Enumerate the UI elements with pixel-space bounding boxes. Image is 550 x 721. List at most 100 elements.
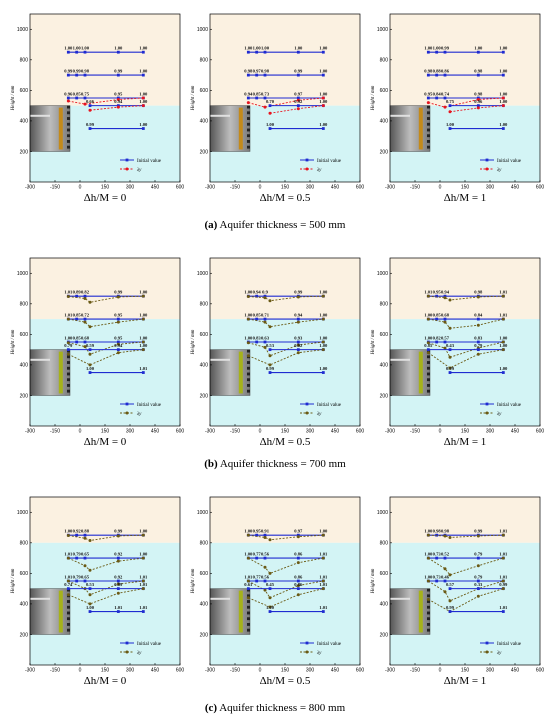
initial-point bbox=[116, 96, 120, 100]
data-label: 0.74 bbox=[64, 582, 73, 587]
wall-notch bbox=[427, 617, 430, 621]
data-label: 0.92 bbox=[294, 99, 303, 104]
data-label: 0.33 bbox=[474, 582, 483, 587]
lambda-line bbox=[428, 97, 504, 108]
initial-point bbox=[83, 340, 87, 344]
x-tick-label: 300 bbox=[486, 668, 495, 674]
initial-point bbox=[116, 73, 120, 77]
data-label: 1.00 bbox=[424, 552, 433, 557]
data-label: 1.00 bbox=[446, 122, 455, 127]
lambda-point bbox=[66, 352, 70, 356]
data-label: 0.86 bbox=[294, 552, 303, 557]
x-tick-label: 0 bbox=[259, 668, 262, 674]
wall-notch bbox=[67, 355, 70, 359]
legend-lambda-marker bbox=[485, 650, 489, 654]
x-tick-label: 450 bbox=[511, 429, 520, 435]
data-label: 1.01 bbox=[139, 605, 148, 610]
data-label: 0.86 bbox=[294, 575, 303, 580]
legend-initial-label: Initial value bbox=[317, 403, 342, 408]
data-label: 0.45 bbox=[266, 582, 275, 587]
wall-notch bbox=[67, 623, 70, 626]
x-tick-label: -300 bbox=[205, 429, 215, 435]
legend-initial-marker bbox=[485, 158, 489, 162]
lambda-point bbox=[476, 295, 480, 299]
wall-notch bbox=[427, 628, 430, 632]
data-label: 1.00 bbox=[73, 46, 82, 51]
wall-notch bbox=[67, 617, 70, 621]
x-axis-label: Δh/M = 1 bbox=[444, 436, 487, 448]
x-tick-label: 600 bbox=[176, 429, 185, 435]
wall-notch bbox=[247, 117, 250, 120]
data-label: 0.99 bbox=[114, 69, 123, 74]
x-tick-label: 300 bbox=[306, 668, 315, 674]
initial-point bbox=[116, 340, 120, 344]
lambda-point bbox=[246, 596, 250, 600]
lambda-point bbox=[443, 567, 447, 571]
lambda-point bbox=[296, 98, 300, 102]
lambda-point bbox=[501, 96, 505, 100]
retaining-wall bbox=[58, 107, 63, 150]
wall-notch bbox=[67, 366, 70, 370]
lambda-point bbox=[448, 573, 452, 577]
initial-point bbox=[296, 104, 300, 108]
initial-point bbox=[443, 50, 447, 54]
initial-point bbox=[263, 96, 267, 100]
lambda-point bbox=[268, 325, 272, 329]
data-label: 0.95 bbox=[114, 336, 123, 341]
lambda-point bbox=[116, 342, 120, 346]
legend-lambda-label: λy bbox=[496, 412, 502, 417]
initial-point bbox=[141, 127, 145, 130]
initial-point bbox=[75, 294, 79, 298]
excavation-block bbox=[389, 349, 431, 396]
initial-point bbox=[66, 348, 70, 352]
x-tick-label: -150 bbox=[410, 429, 420, 435]
lambda-line bbox=[248, 349, 324, 366]
data-label: 0.98 bbox=[261, 69, 270, 74]
initial-point bbox=[116, 104, 120, 108]
wall-notch bbox=[427, 134, 430, 138]
data-label: 1.00 bbox=[319, 313, 328, 318]
sand-region bbox=[210, 14, 360, 106]
data-label: 0.98 bbox=[441, 529, 450, 534]
data-label: 0.94 bbox=[114, 343, 123, 348]
x-axis-label: Δh/M = 1 bbox=[444, 675, 487, 687]
initial-point bbox=[255, 579, 259, 583]
strut-bar bbox=[30, 597, 50, 600]
initial-point bbox=[268, 348, 272, 352]
legend-lambda-marker bbox=[125, 411, 129, 415]
data-label: 0.84 bbox=[474, 313, 483, 318]
x-tick-label: 600 bbox=[356, 668, 365, 674]
initial-point bbox=[141, 73, 145, 77]
legend-lambda-marker bbox=[305, 411, 309, 415]
y-tick-label: 200 bbox=[20, 632, 29, 638]
legend-initial-marker bbox=[125, 158, 129, 162]
x-tick-label: -300 bbox=[385, 668, 395, 674]
initial-point bbox=[296, 50, 300, 54]
data-label: 0.98 bbox=[474, 69, 483, 74]
lambda-point bbox=[501, 104, 505, 108]
lambda-line bbox=[428, 349, 504, 369]
data-label: 1.00 bbox=[319, 92, 328, 97]
initial-point bbox=[263, 533, 267, 537]
y-tick-label: 200 bbox=[380, 149, 389, 155]
retaining-wall bbox=[418, 107, 423, 150]
data-label: 0.75 bbox=[81, 92, 90, 97]
initial-point bbox=[435, 556, 439, 560]
lambda-point bbox=[443, 105, 447, 109]
y-tick-label: 400 bbox=[20, 119, 29, 125]
x-tick-label: 150 bbox=[101, 429, 110, 435]
wall-notch bbox=[67, 628, 70, 632]
initial-point bbox=[88, 104, 92, 108]
data-label: 1.00 bbox=[424, 575, 433, 580]
initial-point bbox=[476, 50, 480, 54]
wall-notch bbox=[427, 594, 430, 598]
sand-region bbox=[390, 497, 540, 543]
x-axis-label: Δh/M = 0 bbox=[84, 192, 127, 204]
data-label: 0.97 bbox=[294, 92, 303, 97]
x-tick-label: 0 bbox=[439, 668, 442, 674]
initial-point bbox=[448, 610, 452, 613]
initial-point bbox=[426, 73, 430, 77]
x-tick-label: -150 bbox=[230, 668, 240, 674]
data-label: 1.00 bbox=[139, 343, 148, 348]
lambda-point bbox=[443, 534, 447, 538]
